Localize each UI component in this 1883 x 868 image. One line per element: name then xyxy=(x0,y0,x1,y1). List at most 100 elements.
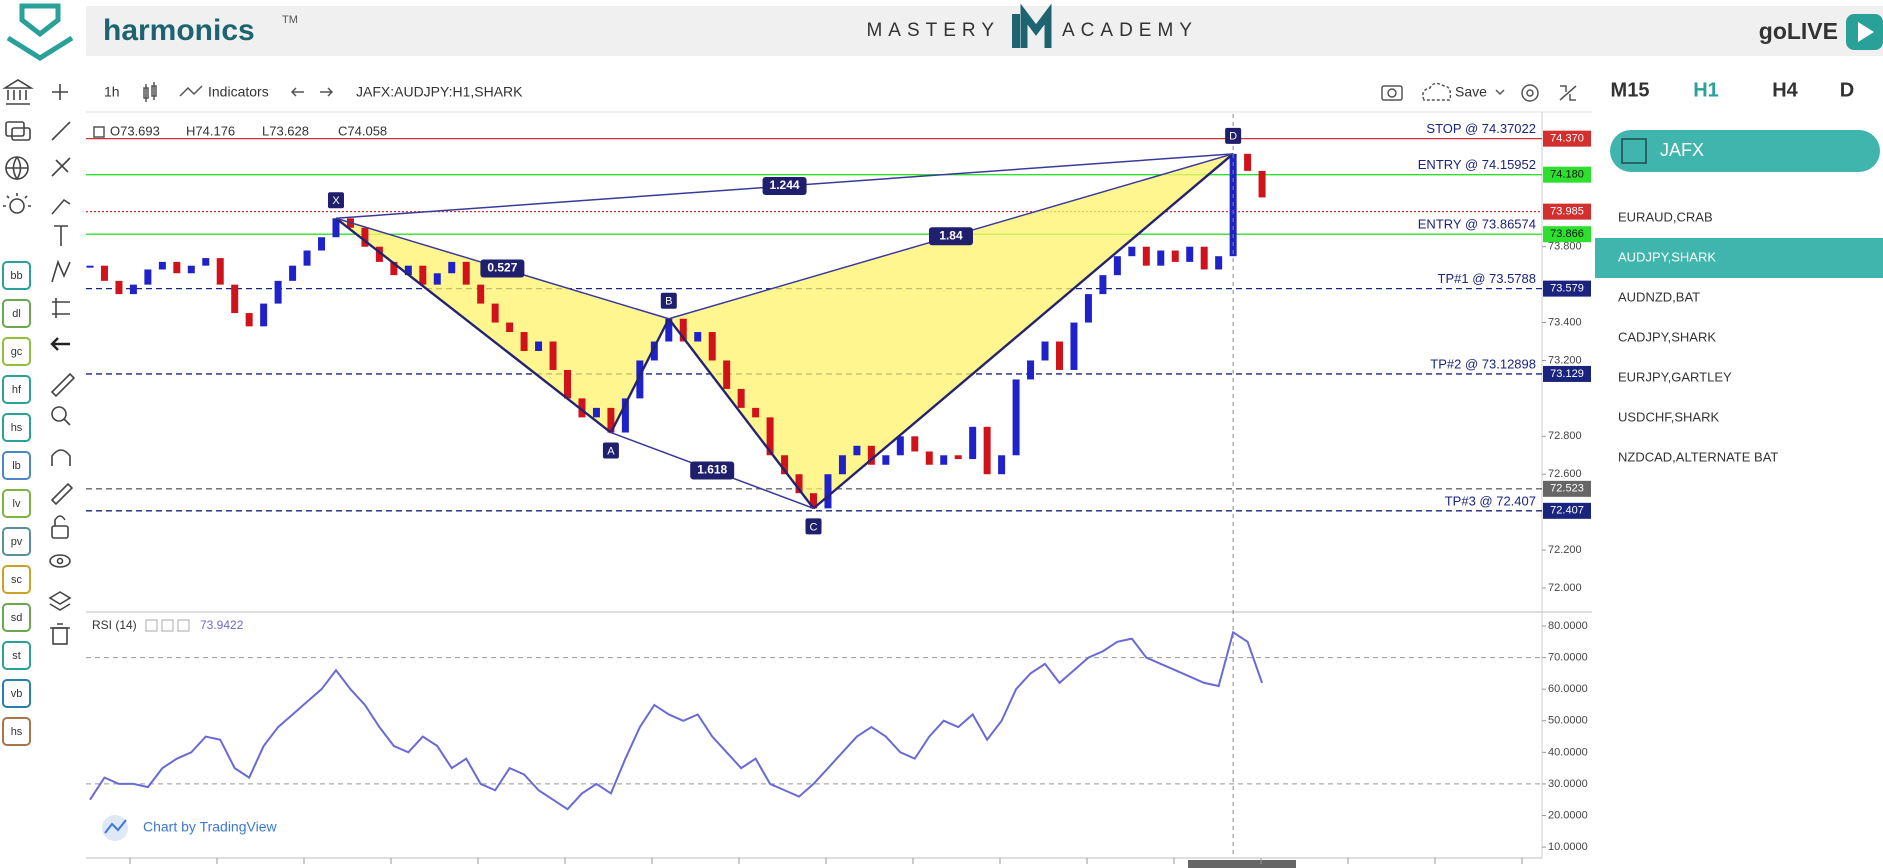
tool-button[interactable] xyxy=(2,413,31,442)
timeframe[interactable]: D xyxy=(1840,79,1854,101)
tool-label[interactable]: lv xyxy=(13,498,21,510)
ohlc: C74.058 xyxy=(338,123,387,138)
y-tick-label: 73.400 xyxy=(1548,316,1582,328)
level-label: TP#2 @ 73.12898 xyxy=(1430,356,1536,371)
candle xyxy=(1258,170,1266,198)
candle xyxy=(1070,322,1078,370)
candle xyxy=(752,407,760,418)
tool-button[interactable] xyxy=(2,337,31,366)
ohlc: O73.693 xyxy=(110,123,160,138)
level-tag-label: 73.866 xyxy=(1550,228,1584,240)
level-tag-label: 72.523 xyxy=(1550,483,1584,495)
candle xyxy=(520,332,528,351)
pattern-item[interactable]: EURJPY,GARTLEY xyxy=(1618,369,1732,384)
pattern-item[interactable]: USDCHF,SHARK xyxy=(1618,409,1719,424)
candle xyxy=(404,265,412,276)
tool-button[interactable] xyxy=(2,679,31,708)
side-icons xyxy=(2,79,76,645)
tool-label[interactable]: hf xyxy=(12,384,22,396)
point-box xyxy=(602,442,619,459)
pattern-leg xyxy=(609,318,670,434)
candle xyxy=(708,332,716,361)
level-tag-label: 74.370 xyxy=(1550,133,1584,145)
tool-button[interactable] xyxy=(2,603,31,632)
tool-label[interactable]: pv xyxy=(11,536,23,548)
toolbar-icons xyxy=(93,82,1577,138)
golive[interactable]: goLIVE xyxy=(1759,18,1838,44)
candle xyxy=(419,265,427,285)
candle xyxy=(621,398,629,433)
rsi-tick-label: 10.0000 xyxy=(1548,841,1588,853)
candle xyxy=(491,303,499,323)
tool-label[interactable]: sc xyxy=(11,574,23,586)
tool-button[interactable] xyxy=(2,261,31,290)
tool-label[interactable]: st xyxy=(12,650,21,662)
tool-label[interactable]: vb xyxy=(11,688,23,700)
candle xyxy=(1099,275,1107,295)
candle xyxy=(506,322,514,333)
pattern-item[interactable]: AUDNZD,BAT xyxy=(1618,289,1700,304)
play-button[interactable] xyxy=(1846,14,1883,50)
point-label: D xyxy=(1229,131,1237,143)
save[interactable]: Save xyxy=(1455,84,1487,100)
pattern-fill xyxy=(335,218,669,433)
im-logo xyxy=(1012,3,1052,48)
tool-label[interactable]: bb xyxy=(10,270,22,282)
candle xyxy=(375,246,383,262)
candle xyxy=(158,261,166,270)
tool-button[interactable] xyxy=(2,489,31,518)
pattern-item[interactable]: NZDCAD,ALTERNATE BAT xyxy=(1618,449,1778,464)
tool-button[interactable] xyxy=(2,717,31,746)
tool-label[interactable]: hs xyxy=(11,726,23,738)
pattern-item[interactable]: EURAUD,CRAB xyxy=(1618,209,1713,224)
point-label: X xyxy=(332,195,340,207)
candle xyxy=(1113,256,1121,276)
timeframe[interactable]: H1 xyxy=(1693,79,1719,101)
timeframe[interactable]: M15 xyxy=(1611,79,1650,101)
tool-label[interactable]: dl xyxy=(12,308,21,320)
tool-button[interactable] xyxy=(2,451,31,480)
header-bar xyxy=(86,6,1883,56)
candle xyxy=(289,265,297,281)
timeframe[interactable]: H4 xyxy=(1772,79,1798,101)
tool-label[interactable]: lb xyxy=(12,460,21,472)
ratio-label: 0.527 xyxy=(487,261,517,275)
tool-button[interactable] xyxy=(2,299,31,328)
pattern-active xyxy=(1595,238,1883,278)
level-tag xyxy=(1543,502,1591,519)
indicators[interactable]: Indicators xyxy=(208,84,269,100)
tool-label[interactable]: gc xyxy=(11,346,23,358)
candle xyxy=(853,445,861,456)
y-tick-label: 72.000 xyxy=(1548,582,1582,594)
ratio-label: 1.244 xyxy=(770,178,800,192)
point-label: A xyxy=(607,445,615,457)
interval[interactable]: 1h xyxy=(104,84,120,100)
tool-button[interactable] xyxy=(2,375,31,404)
tool-label[interactable]: hs xyxy=(11,422,23,434)
rsi-tick-label: 30.0000 xyxy=(1548,778,1588,790)
pattern-item[interactable]: AUDJPY,SHARK xyxy=(1618,249,1716,264)
candle xyxy=(1027,360,1035,380)
candle xyxy=(1041,341,1049,361)
y-tick-label: 72.800 xyxy=(1548,430,1582,442)
tool-button[interactable] xyxy=(2,565,31,594)
y-tick-label: 73.800 xyxy=(1548,241,1582,253)
candle xyxy=(925,451,933,465)
candle xyxy=(260,303,268,327)
point-box xyxy=(1225,127,1242,144)
candle xyxy=(954,455,962,460)
chart-frame xyxy=(86,111,1592,868)
point-label: B xyxy=(665,296,672,308)
footer[interactable]: Chart by TradingView xyxy=(143,819,277,835)
pattern-item[interactable]: CADJPY,SHARK xyxy=(1618,329,1716,344)
tool-button[interactable] xyxy=(2,641,31,670)
candle xyxy=(737,388,745,408)
tool-button[interactable] xyxy=(2,527,31,556)
broker-pill[interactable] xyxy=(1610,130,1880,172)
ratio-box xyxy=(928,227,973,246)
tool-label[interactable]: sd xyxy=(11,612,23,624)
level-tag-label: 73.985 xyxy=(1550,206,1584,218)
rsi-tick-label: 20.0000 xyxy=(1548,809,1588,821)
